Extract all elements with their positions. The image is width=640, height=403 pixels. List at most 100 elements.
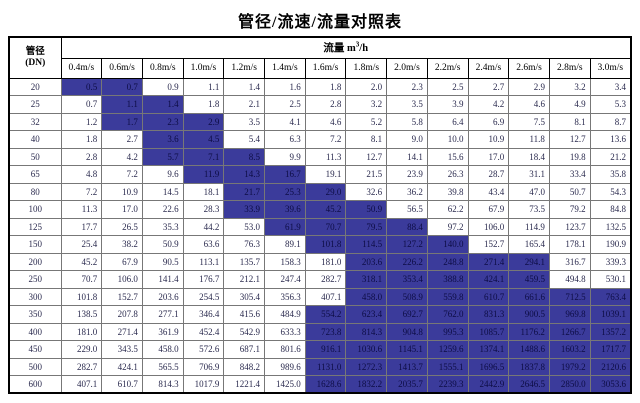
flow-value-cell: 5.7	[141, 147, 184, 166]
flow-value-cell: 17.0	[101, 200, 143, 219]
flow-value-cell: 1266.7	[548, 322, 591, 341]
flow-value-cell: 44.2	[182, 217, 225, 236]
flow-value-cell: 1425.0	[264, 375, 306, 394]
flow-value-cell: 79.2	[548, 200, 591, 219]
flow-value-cell: 254.5	[182, 287, 225, 306]
flow-value-cell: 88.4	[386, 217, 428, 236]
flow-value-cell: 50.7	[548, 182, 591, 201]
flow-value-cell: 45.2	[304, 200, 347, 219]
flow-value-cell: 969.8	[548, 305, 591, 324]
table-header: 管径 (DN) 流量 m3/h 0.4m/s 0.6m/s 0.8m/s 1.0m/s…	[8, 36, 632, 79]
flow-value-cell: 1.2	[60, 112, 103, 131]
dn-cell: 32	[8, 112, 62, 131]
flow-value-cell: 763.4	[589, 287, 632, 306]
flow-value-cell: 661.6	[508, 287, 550, 306]
flow-value-cell: 3.2	[345, 95, 388, 114]
flow-value-cell: 247.4	[264, 270, 306, 289]
flow-value-cell: 277.1	[141, 305, 184, 324]
flow-value-cell: 2.0	[345, 77, 388, 96]
flow-value-cell: 11.9	[182, 165, 225, 184]
flow-value-cell: 2.9	[508, 77, 550, 96]
flow-value-cell: 19.1	[304, 165, 347, 184]
flow-value-cell: 12.7	[345, 147, 388, 166]
flow-value-cell: 181.0	[60, 322, 103, 341]
dn-cell: 125	[8, 217, 62, 236]
table-row: 20 0.5 0.7 0.9 1.1 1.4 1.6 1.8 2.0 2.3 2.5 2.7 2.9 3.…	[8, 77, 632, 96]
flow-value-cell: 9.6	[141, 165, 184, 184]
flow-value-cell: 271.4	[467, 252, 510, 271]
flow-value-cell: 565.5	[141, 357, 184, 376]
flow-value-cell: 1.1	[182, 77, 225, 96]
dn-cell: 500	[8, 357, 62, 376]
table-row: 200 45.2 67.9 90.5 113.1 135.7 158.3 181.0 203.6…	[8, 252, 632, 271]
flow-value-cell: 114.5	[345, 235, 388, 254]
flow-value-cell: 1555.1	[426, 357, 469, 376]
flow-value-cell: 706.9	[182, 357, 225, 376]
flow-value-cell: 114.9	[508, 217, 550, 236]
flow-value-cell: 18.1	[182, 182, 225, 201]
flow-value-cell: 995.3	[426, 322, 469, 341]
flow-value-cell: 1.6	[264, 77, 306, 96]
flow-value-cell: 229.0	[60, 340, 103, 359]
flow-value-cell: 2.3	[141, 112, 184, 131]
flow-value-cell: 73.5	[508, 200, 550, 219]
flow-value-cell: 508.9	[386, 287, 428, 306]
flow-value-cell: 23.9	[386, 165, 428, 184]
table-row: 150 25.4 38.2 50.9 63.6 76.3 89.1 101.8 114.5 127…	[8, 235, 632, 254]
flow-value-cell: 16.7	[264, 165, 306, 184]
flow-value-cell: 62.2	[426, 200, 469, 219]
flow-value-cell: 11.8	[508, 130, 550, 149]
flow-value-cell: 2.8	[60, 147, 103, 166]
flow-value-cell: 2.7	[467, 77, 510, 96]
flow-value-cell: 181.0	[304, 252, 347, 271]
dn-column-header: 管径 (DN)	[8, 36, 62, 79]
flow-value-cell: 6.3	[264, 130, 306, 149]
flow-value-cell: 916.1	[304, 340, 347, 359]
flow-unit-suffix: /h	[359, 43, 369, 55]
flow-value-cell: 2.5	[426, 77, 469, 96]
dn-cell: 40	[8, 130, 62, 149]
flow-value-cell: 572.6	[182, 340, 225, 359]
table-row: 50 2.8 4.2 5.7 7.1 8.5 9.9 11.3 12.7 14.1 15.6 17.0…	[8, 147, 632, 166]
table-row: 600 407.1 610.7 814.3 1017.9 1221.4 1425.0 1628…	[8, 375, 632, 394]
flow-value-cell: 21.2	[589, 147, 632, 166]
velocity-header-cell: 1.2m/s	[223, 57, 266, 79]
flow-value-cell: 305.4	[223, 287, 266, 306]
flow-value-cell: 5.8	[386, 112, 428, 131]
flow-value-cell: 2120.6	[589, 357, 632, 376]
flow-value-cell: 21.5	[345, 165, 388, 184]
flow-value-cell: 13.6	[589, 130, 632, 149]
flow-value-cell: 190.9	[589, 235, 632, 254]
flow-value-cell: 2.9	[182, 112, 225, 131]
flow-value-cell: 1145.1	[386, 340, 428, 359]
flow-value-cell: 79.5	[345, 217, 388, 236]
flow-value-cell: 18.4	[508, 147, 550, 166]
flow-value-cell: 33.4	[548, 165, 591, 184]
flow-value-cell: 50.9	[345, 200, 388, 219]
flow-value-cell: 692.7	[386, 305, 428, 324]
flow-value-cell: 831.3	[467, 305, 510, 324]
flow-value-cell: 101.8	[60, 287, 103, 306]
flow-value-cell: 28.7	[467, 165, 510, 184]
dn-cell: 300	[8, 287, 62, 306]
flow-value-cell: 282.7	[304, 270, 347, 289]
flow-value-cell: 3.2	[548, 77, 591, 96]
flow-value-cell: 36.2	[386, 182, 428, 201]
flow-value-cell: 89.1	[264, 235, 306, 254]
flow-value-cell: 127.2	[386, 235, 428, 254]
dn-cell: 65	[8, 165, 62, 184]
flow-value-cell: 76.3	[223, 235, 266, 254]
flow-value-cell: 31.1	[508, 165, 550, 184]
flow-value-cell: 2.8	[304, 95, 347, 114]
dn-cell: 450	[8, 340, 62, 359]
flow-value-cell: 2.7	[101, 130, 143, 149]
velocity-header-cell: 1.4m/s	[264, 57, 306, 79]
table-row: 32 1.2 1.7 2.3 2.9 3.5 4.1 4.6 5.2 5.8 6.4 6.9 7.5 8.…	[8, 112, 632, 131]
velocity-header-cell: 0.6m/s	[101, 57, 143, 79]
page-title: 管径/流速/流量对照表	[238, 14, 402, 31]
table-row: 250 70.7 106.0 141.4 176.7 212.1 247.4 282.7 318…	[8, 270, 632, 289]
flow-value-cell: 90.5	[141, 252, 184, 271]
flow-value-cell: 989.6	[264, 357, 306, 376]
flow-value-cell: 814.3	[345, 322, 388, 341]
flow-value-cell: 1176.2	[508, 322, 550, 341]
